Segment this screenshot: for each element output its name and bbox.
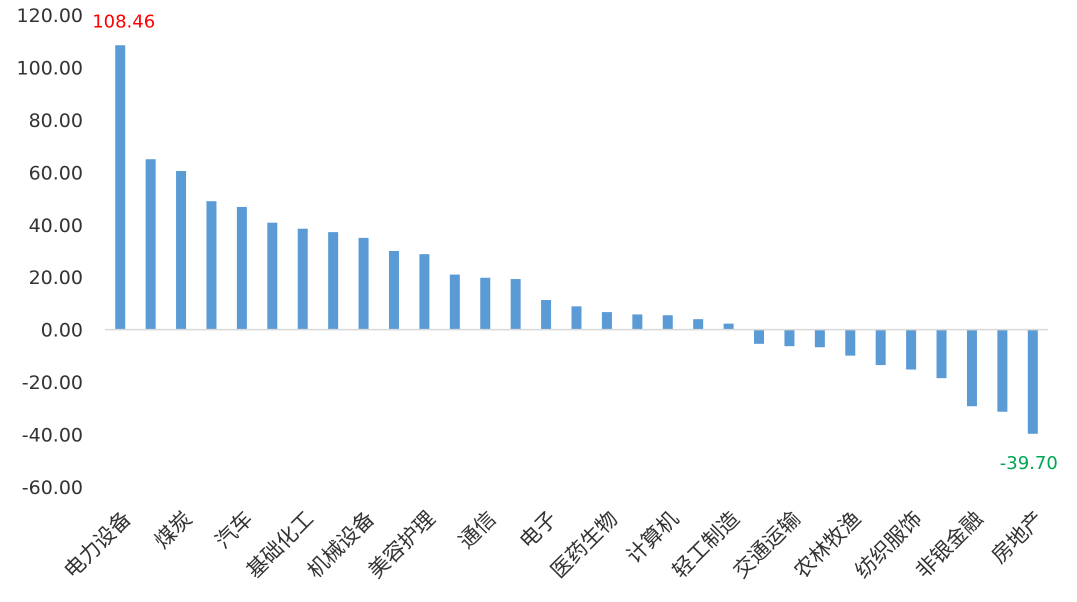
bar <box>236 206 247 330</box>
x-category-label: 轻工制造 <box>668 507 744 583</box>
bar <box>966 329 977 407</box>
bar <box>997 329 1008 412</box>
y-tick-label: 20.00 <box>29 267 83 289</box>
bar <box>936 329 947 379</box>
bar <box>388 251 399 330</box>
x-category-label: 电子 <box>515 507 562 554</box>
x-category-label: 基础化工 <box>242 507 318 583</box>
bar <box>875 329 886 366</box>
data-label: -39.70 <box>1000 453 1058 474</box>
y-tick-label: 40.00 <box>29 215 83 237</box>
bar <box>754 329 765 344</box>
x-category-label: 非银金融 <box>911 507 987 583</box>
bar <box>1027 329 1038 434</box>
x-category-label: 交通运输 <box>729 507 805 583</box>
x-category-label: 汽车 <box>211 507 258 554</box>
x-category-label: 电力设备 <box>59 507 135 583</box>
y-tick-label: -60.00 <box>22 477 83 499</box>
bar <box>419 254 430 330</box>
bar-series <box>115 45 1038 434</box>
bar <box>510 279 521 330</box>
bar <box>906 329 917 370</box>
y-tick-label: 60.00 <box>29 162 83 184</box>
x-category-label: 机械设备 <box>303 507 379 583</box>
bar <box>267 222 278 330</box>
bar <box>571 306 582 330</box>
bar <box>693 319 704 330</box>
y-tick-label: -40.00 <box>22 425 83 447</box>
y-axis-ticks: 120.00 100.00 80.00 60.00 40.00 20.00 0.00 -20.… <box>17 5 83 499</box>
bar <box>358 237 369 330</box>
x-category-label: 农林牧渔 <box>789 507 865 583</box>
bar <box>480 277 491 330</box>
y-tick-label: 80.00 <box>29 110 83 132</box>
bar <box>449 274 460 330</box>
bar <box>662 315 673 330</box>
bar <box>115 45 126 330</box>
x-category-label: 煤炭 <box>150 507 197 554</box>
bar <box>784 329 795 347</box>
x-category-label: 通信 <box>454 507 501 554</box>
bar <box>723 323 734 330</box>
bar <box>206 201 217 330</box>
x-category-label: 房地产 <box>987 507 1049 569</box>
bar <box>145 159 156 330</box>
data-labels: 108.46 -39.70 <box>92 11 1058 474</box>
bar <box>601 312 612 330</box>
bar <box>845 329 856 356</box>
bar <box>541 300 552 330</box>
x-category-label: 纺织服饰 <box>850 507 926 583</box>
y-tick-label: 120.00 <box>17 5 83 27</box>
x-category-label: 美容护理 <box>364 507 440 583</box>
y-tick-label: 0.00 <box>41 320 83 342</box>
y-tick-label: -20.00 <box>22 372 83 394</box>
bar <box>176 171 187 330</box>
y-tick-label: 100.00 <box>17 57 83 79</box>
bar <box>297 228 308 330</box>
bar <box>814 329 825 348</box>
bar <box>328 232 339 330</box>
x-category-label: 医药生物 <box>546 507 622 583</box>
bar <box>632 314 643 330</box>
data-label: 108.46 <box>92 11 155 32</box>
